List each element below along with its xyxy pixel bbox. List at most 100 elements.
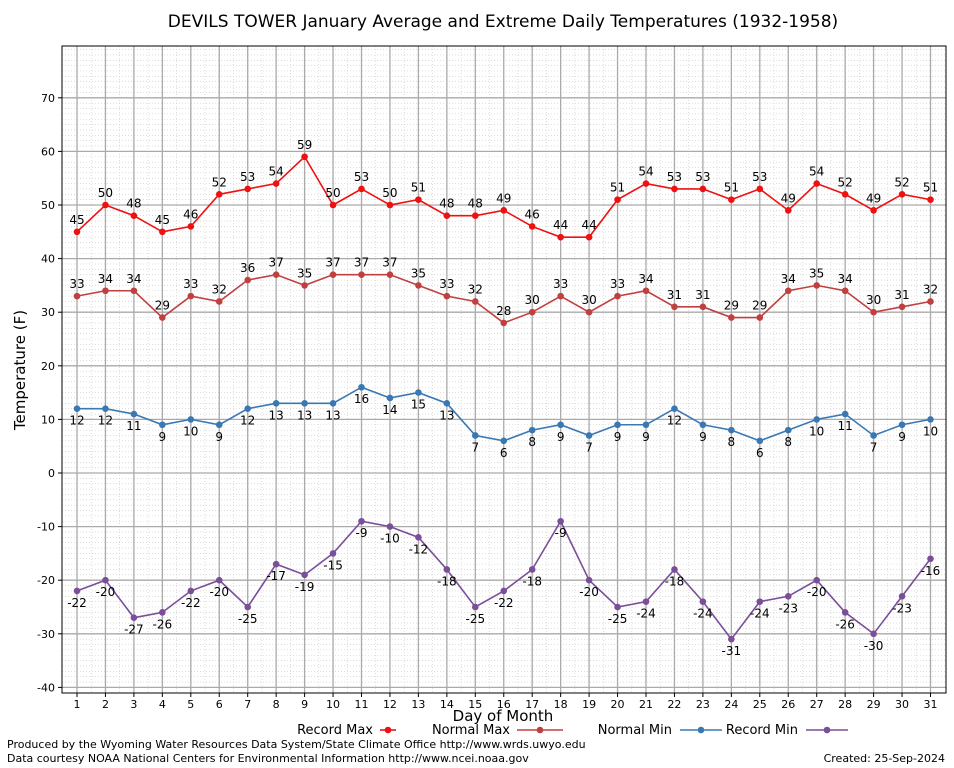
data-point-normal-max xyxy=(671,303,678,311)
x-tick-label: 7 xyxy=(244,698,251,711)
data-label-normal-max: 37 xyxy=(325,256,340,270)
data-label-normal-min: 9 xyxy=(614,430,622,444)
data-label-record-min: -25 xyxy=(238,612,258,626)
data-point-normal-min xyxy=(557,421,564,429)
x-tick-label: 13 xyxy=(411,698,425,711)
data-label-normal-min: 11 xyxy=(838,419,853,433)
data-point-normal-min xyxy=(244,405,251,412)
data-label-normal-min: 13 xyxy=(439,408,454,422)
data-point-normal-max xyxy=(272,271,280,278)
data-label-record-min: -20 xyxy=(209,585,229,599)
data-label-record-max: 48 xyxy=(126,197,141,211)
data-point-normal-max xyxy=(301,282,308,289)
data-label-normal-max: 30 xyxy=(581,293,596,307)
data-point-normal-max xyxy=(557,292,564,300)
data-label-normal-max: 32 xyxy=(212,282,227,296)
y-tick-label: 50 xyxy=(41,199,55,212)
chart-title: DEVILS TOWER January Average and Extreme… xyxy=(168,12,838,32)
x-tick-label: 11 xyxy=(355,698,369,711)
data-point-record-min xyxy=(301,571,308,579)
data-point-normal-max xyxy=(500,319,508,327)
data-point-record-max xyxy=(671,185,678,193)
data-label-record-max: 49 xyxy=(496,191,511,205)
data-label-record-min: -25 xyxy=(608,612,628,626)
data-label-record-min: -23 xyxy=(892,601,912,615)
data-point-normal-max xyxy=(898,303,906,311)
data-point-normal-min xyxy=(528,426,536,434)
data-point-record-min xyxy=(841,609,849,616)
data-point-record-min xyxy=(927,555,934,563)
data-point-record-min xyxy=(329,550,337,557)
data-point-record-min xyxy=(699,598,707,605)
data-point-record-max xyxy=(784,207,792,214)
data-label-normal-max: 34 xyxy=(838,272,853,286)
x-tick-label: 17 xyxy=(525,698,539,711)
data-label-normal-max: 28 xyxy=(496,304,511,318)
data-label-record-min: -26 xyxy=(835,617,855,631)
data-label-record-min: -16 xyxy=(921,564,941,578)
data-label-record-max: 44 xyxy=(553,218,568,232)
data-label-record-max: 50 xyxy=(98,186,113,200)
data-label-normal-min: 8 xyxy=(728,435,736,449)
data-point-record-min xyxy=(358,517,365,525)
data-label-record-min: -9 xyxy=(555,526,567,540)
data-label-normal-max: 33 xyxy=(183,277,198,291)
data-label-normal-max: 32 xyxy=(468,282,483,296)
data-point-record-max xyxy=(443,212,451,220)
data-label-normal-min: 12 xyxy=(667,414,682,428)
data-label-normal-min: 14 xyxy=(382,403,397,417)
data-point-normal-min xyxy=(756,437,764,445)
data-label-record-min: -26 xyxy=(153,617,173,631)
data-label-record-min: -15 xyxy=(323,558,343,572)
data-point-record-max xyxy=(614,196,621,203)
data-point-normal-max xyxy=(585,308,593,316)
data-label-record-max: 53 xyxy=(752,170,767,184)
data-point-record-max xyxy=(102,201,109,209)
y-tick-label: 0 xyxy=(48,467,55,480)
data-point-normal-max xyxy=(699,303,707,311)
data-point-normal-min xyxy=(699,421,707,429)
data-label-record-max: 51 xyxy=(610,181,625,195)
data-point-normal-min xyxy=(159,421,166,429)
data-label-normal-max: 35 xyxy=(297,266,312,280)
data-label-normal-max: 35 xyxy=(809,266,824,280)
x-tick-label: 12 xyxy=(383,698,397,711)
y-tick-label: 70 xyxy=(41,92,55,105)
data-label-normal-max: 37 xyxy=(354,256,369,270)
data-point-record-max xyxy=(699,185,707,193)
data-label-record-max: 53 xyxy=(240,170,255,184)
data-point-record-min xyxy=(272,560,280,568)
data-label-normal-max: 31 xyxy=(894,288,909,302)
x-tick-label: 28 xyxy=(838,698,852,711)
data-point-record-max xyxy=(386,201,394,209)
data-label-record-min: -20 xyxy=(96,585,116,599)
data-point-record-max xyxy=(272,180,280,187)
x-tick-label: 9 xyxy=(301,698,308,711)
data-label-normal-min: 10 xyxy=(923,424,938,438)
data-label-record-min: -22 xyxy=(181,596,201,610)
data-label-normal-min: 7 xyxy=(471,440,479,454)
data-point-record-min xyxy=(187,587,195,595)
data-point-normal-max xyxy=(73,292,81,300)
data-point-record-max xyxy=(215,190,223,198)
legend-label-record-min: Record Min xyxy=(726,723,798,738)
data-point-normal-min xyxy=(272,400,280,407)
data-point-normal-max xyxy=(386,271,394,278)
x-tick-label: 16 xyxy=(497,698,511,711)
x-tick-label: 2 xyxy=(102,698,109,711)
data-point-record-min xyxy=(386,523,394,530)
data-label-record-min: -12 xyxy=(409,542,429,556)
data-label-normal-max: 32 xyxy=(923,282,938,296)
data-point-record-min xyxy=(500,587,508,595)
data-label-normal-max: 31 xyxy=(695,288,710,302)
data-point-record-max xyxy=(329,201,337,209)
data-point-record-min xyxy=(898,592,906,600)
data-point-record-max xyxy=(756,185,764,193)
data-label-record-max: 54 xyxy=(269,165,284,179)
data-label-record-max: 50 xyxy=(382,186,397,200)
legend-marker-normal-max xyxy=(536,726,544,734)
data-label-record-max: 50 xyxy=(325,186,340,200)
footer-created: Created: 25-Sep-2024 xyxy=(824,752,945,765)
x-tick-label: 14 xyxy=(440,698,454,711)
x-tick-label: 21 xyxy=(639,698,653,711)
